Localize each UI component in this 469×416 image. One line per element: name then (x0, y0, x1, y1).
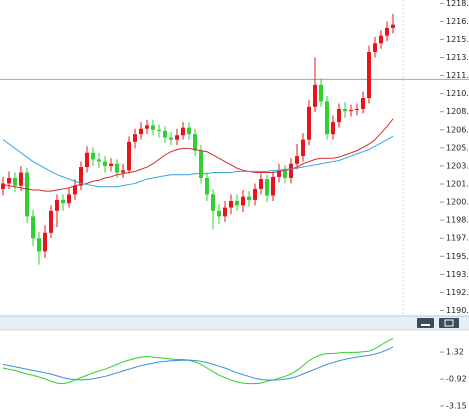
candle-body (307, 106, 311, 140)
candle-body (49, 210, 53, 233)
candle-body (343, 108, 347, 112)
candle-body (289, 163, 293, 178)
candle-body (43, 232, 47, 252)
candle-body (391, 24, 395, 28)
y-tick-label: 1208. (446, 107, 469, 116)
y-tick-label: 1203. (446, 161, 469, 170)
candle-body (175, 135, 179, 140)
candle-body (61, 199, 65, 204)
panel-separator (0, 316, 469, 330)
y-tick-label: 1195. (446, 252, 469, 261)
candle-body (301, 139, 305, 157)
candle-body (325, 101, 329, 135)
y-tick-label: 1216. (446, 17, 469, 26)
y-tick-label: 1197. (446, 234, 469, 243)
candle-body (355, 108, 359, 111)
candle-body (169, 137, 173, 140)
candle-body (139, 128, 143, 135)
candle-body (319, 84, 323, 102)
candle-body (73, 185, 77, 195)
candle-body (283, 170, 287, 178)
candle-body (55, 199, 59, 211)
candle-body (205, 177, 209, 195)
candle-body (31, 216, 35, 239)
candle-body (313, 84, 317, 107)
minimize-icon (421, 324, 430, 326)
y-tick-label: 1218. (446, 0, 469, 8)
candle-body (103, 161, 107, 166)
candle-body (91, 152, 95, 160)
candle-body (37, 238, 41, 252)
candle-body (211, 194, 215, 211)
candle-body (13, 177, 17, 186)
candle-body (19, 172, 23, 186)
candle-body (85, 152, 89, 168)
candle-body (187, 127, 191, 135)
candle-body (121, 170, 125, 173)
candle-body (181, 127, 185, 136)
candle-body (241, 196, 245, 206)
y-tick-label: 1190. (446, 306, 469, 315)
y-tick-label: 1198. (446, 216, 469, 225)
candle-body (247, 196, 251, 200)
y-tick-label: 1192. (446, 288, 469, 297)
candle-body (253, 188, 257, 200)
candle-body (157, 129, 161, 131)
candle-body (109, 163, 113, 166)
candle-body (385, 27, 389, 36)
y-tick-label: 1210. (446, 89, 469, 98)
candle-body (25, 172, 29, 217)
y-tick-label: 1205. (446, 143, 469, 152)
candle-body (97, 159, 101, 162)
candle-body (79, 167, 83, 186)
candle-body (379, 35, 383, 44)
candle-body (271, 176, 275, 196)
candle-body (193, 134, 197, 151)
candle-body (145, 125, 149, 129)
y-tick-label: 1.32 (446, 348, 464, 357)
candle-body (163, 130, 167, 138)
maximize-button[interactable] (439, 318, 459, 328)
candle-body (115, 163, 119, 173)
candle-body (361, 98, 365, 109)
candle-body (337, 108, 341, 123)
y-tick-label: -3.15 (446, 401, 467, 410)
candle-body (7, 177, 11, 184)
candle-body (199, 150, 203, 178)
y-tick-label: 1215. (446, 35, 469, 44)
candle-body (133, 134, 137, 142)
candle-body (229, 200, 233, 208)
candle-body (373, 43, 377, 53)
candle-body (223, 207, 227, 217)
candle-body (265, 179, 269, 196)
candle-body (67, 194, 71, 204)
candle-body (217, 210, 221, 217)
y-tick-label: -0.92 (446, 375, 467, 384)
y-tick-label: 1200. (446, 198, 469, 207)
y-tick-label: 1211. (446, 71, 469, 80)
y-tick-label: 1193. (446, 270, 469, 279)
indicator-line (2, 337, 394, 385)
y-tick-label: 1206. (446, 125, 469, 134)
candle-body (235, 200, 239, 206)
maximize-icon (444, 319, 454, 327)
candle-body (367, 52, 371, 99)
candle-body (295, 156, 299, 164)
moving-average (2, 135, 394, 188)
minimize-button[interactable] (417, 318, 434, 328)
moving-average (2, 118, 394, 192)
y-tick-label: 1201. (446, 180, 469, 189)
candle-body (259, 179, 263, 189)
indicator-line (2, 346, 394, 381)
candle-body (277, 170, 281, 177)
candle-body (349, 110, 353, 112)
candle-body (127, 141, 131, 171)
y-tick-label: 1213. (446, 53, 469, 62)
candle-body (331, 122, 335, 135)
candle-body (151, 125, 155, 130)
candle-body (1, 183, 5, 189)
